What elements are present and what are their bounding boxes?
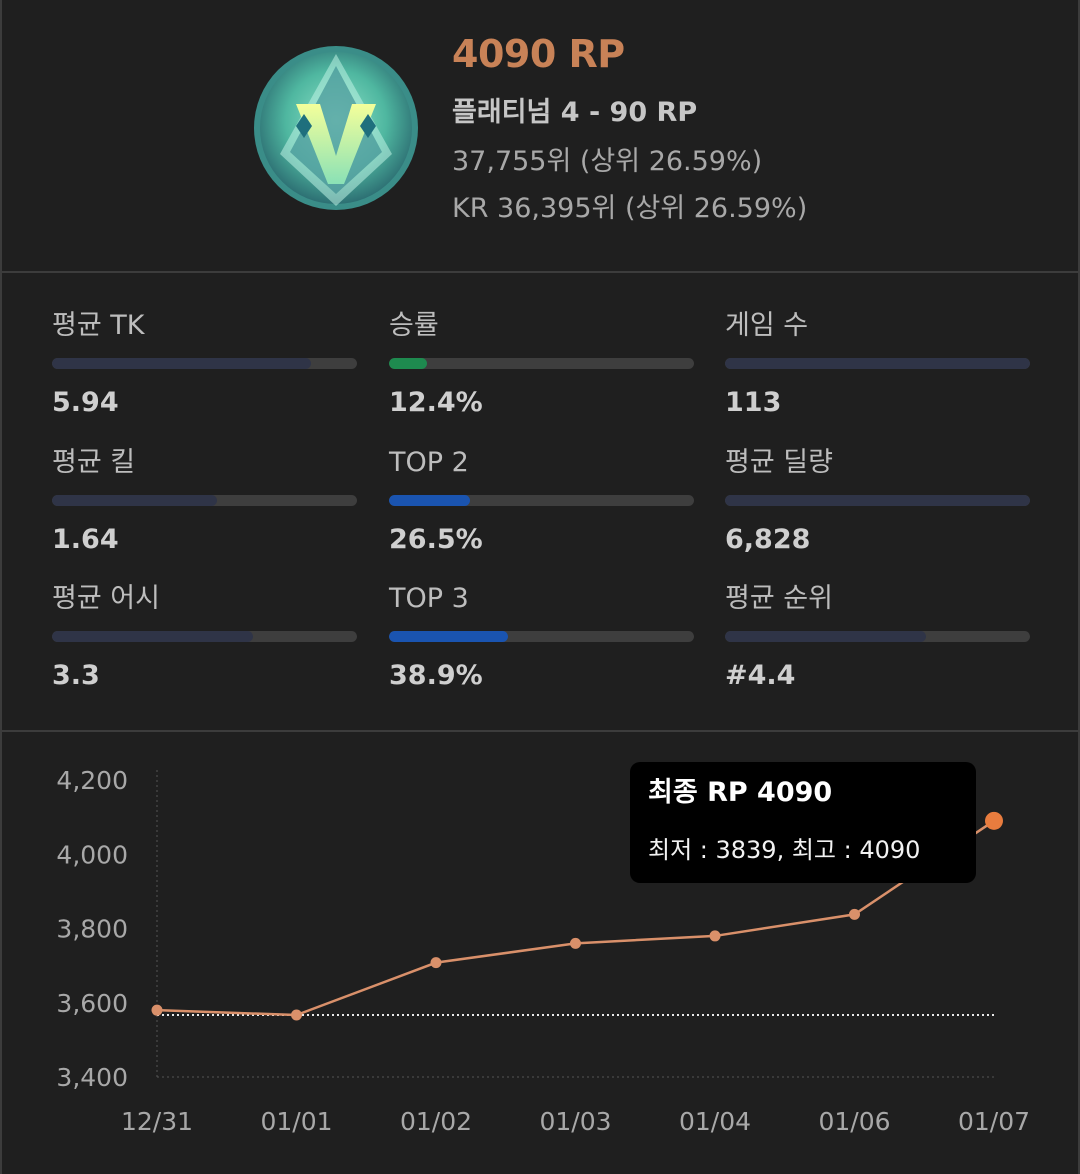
rp-point xyxy=(849,908,860,920)
tooltip-detail: 최저 : 3839, 최고 : 4090 xyxy=(648,836,921,864)
rp-point xyxy=(430,957,442,969)
kr-rank: KR 36,395위 (상위 26.59%) xyxy=(452,193,808,224)
y-tick-label: 4,200 xyxy=(56,766,128,795)
stat-label: 평균 어시 xyxy=(52,583,160,614)
x-tick-label: 01/07 xyxy=(958,1107,1030,1136)
y-tick-label: 3,600 xyxy=(56,989,128,1018)
stats-grid: 평균 TK 5.94 승률 12.4% 게임 수 113 평균 킬 1.64 T… xyxy=(0,273,1080,732)
current-rp: 4090 RP xyxy=(452,32,625,76)
stat-value: 12.4% xyxy=(389,387,483,418)
stat-bar-fill xyxy=(52,358,312,369)
rp-point-last xyxy=(985,811,1003,830)
stat-value: 26.5% xyxy=(389,524,483,555)
global-rank: 37,755위 (상위 26.59%) xyxy=(452,146,763,177)
stat-value: 5.94 xyxy=(52,387,119,418)
rp-point xyxy=(151,1004,163,1016)
stat-bar-fill xyxy=(389,495,470,506)
y-tick-label: 4,000 xyxy=(56,840,128,869)
stat-top2: TOP 2 26.5% xyxy=(389,445,695,555)
stat-avg-tk: 평균 TK 5.94 xyxy=(52,308,358,418)
stat-value: 1.64 xyxy=(52,524,119,555)
x-tick-label: 12/31 xyxy=(121,1107,193,1136)
stat-bar xyxy=(52,631,357,642)
tier-label: 플래티넘 4 - 90 RP xyxy=(452,97,698,128)
stat-value: #4.4 xyxy=(725,660,796,691)
rp-line-chart: 4,200 4,000 3,800 3,600 3,400 12/31 01/01 01/02… xyxy=(56,766,1030,1136)
stat-value: 113 xyxy=(725,387,782,418)
y-tick-label: 3,800 xyxy=(56,915,128,944)
stat-bar xyxy=(389,358,694,369)
stat-bar-fill xyxy=(725,495,1030,506)
stat-avg-damage: 평균 딜량 6,828 xyxy=(725,445,1031,555)
stat-label: 평균 딜량 xyxy=(725,447,833,478)
stat-bar xyxy=(725,358,1030,369)
stat-label: 승률 xyxy=(389,310,439,341)
x-tick-label: 01/02 xyxy=(400,1107,472,1136)
stat-value: 3.3 xyxy=(52,660,100,691)
stat-label: 게임 수 xyxy=(725,310,809,341)
x-tick-label: 01/01 xyxy=(260,1107,332,1136)
stat-bar xyxy=(389,495,694,506)
x-tick-label: 01/04 xyxy=(679,1107,751,1136)
stat-bar-fill xyxy=(725,631,927,642)
y-tick-label: 3,400 xyxy=(56,1063,128,1092)
x-tick-label: 01/06 xyxy=(818,1107,890,1136)
stat-label: TOP 3 xyxy=(389,583,469,614)
stat-value: 6,828 xyxy=(725,524,811,555)
stat-bar-fill xyxy=(725,358,1030,369)
stat-bar-fill xyxy=(52,495,217,506)
stat-label: 평균 TK xyxy=(52,310,145,341)
rp-point xyxy=(570,937,581,949)
stat-top3: TOP 3 38.9% xyxy=(389,581,695,691)
stat-bar xyxy=(52,358,357,369)
stat-avg-assist: 평균 어시 3.3 xyxy=(52,581,358,691)
stat-bar-fill xyxy=(389,358,427,369)
stat-games: 게임 수 113 xyxy=(725,308,1031,418)
stat-bar xyxy=(52,495,357,506)
rp-point xyxy=(709,930,721,942)
stat-bar xyxy=(725,631,1030,642)
x-tick-label: 01/03 xyxy=(539,1107,611,1136)
stat-avg-kill: 평균 킬 1.64 xyxy=(52,445,358,555)
platinum-tier-emblem-icon xyxy=(254,46,418,210)
stat-bar-fill xyxy=(52,631,254,642)
rp-history-chart: 4,200 4,000 3,800 3,600 3,400 12/31 01/01 01/02… xyxy=(0,732,1080,1174)
stat-bar-fill xyxy=(389,631,508,642)
tooltip-title: 최종 RP 4090 xyxy=(648,777,833,808)
rp-point xyxy=(291,1009,302,1021)
tier-header: 4090 RP 플래티넘 4 - 90 RP 37,755위 (상위 26.59… xyxy=(0,0,1080,273)
stat-label: 평균 순위 xyxy=(725,583,833,614)
chart-tooltip: 최종 RP 4090 최저 : 3839, 최고 : 4090 xyxy=(630,762,976,883)
stat-label: TOP 2 xyxy=(389,447,469,478)
stat-bar xyxy=(389,631,694,642)
stat-win-rate: 승률 12.4% xyxy=(389,308,695,418)
stat-value: 38.9% xyxy=(389,660,483,691)
stat-bar xyxy=(725,495,1030,506)
stat-avg-rank: 평균 순위 #4.4 xyxy=(725,581,1031,691)
stat-label: 평균 킬 xyxy=(52,447,136,478)
